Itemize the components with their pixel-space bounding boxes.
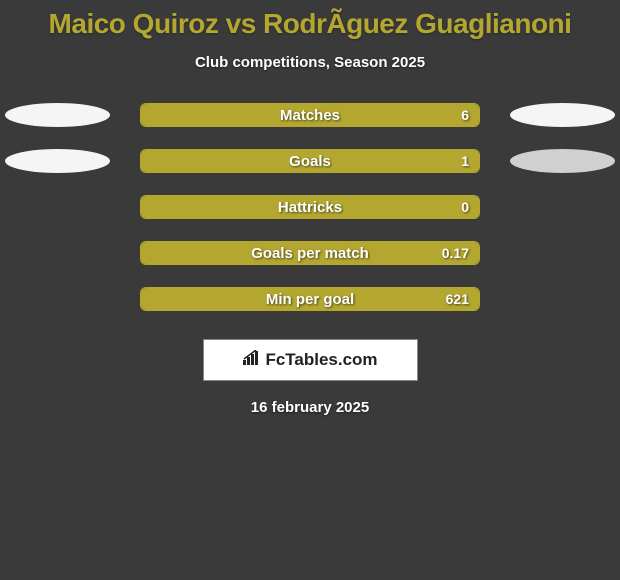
stat-bar: Min per goal621	[140, 287, 480, 311]
stat-value: 0.17	[442, 242, 469, 264]
player-left-indicator	[5, 103, 110, 127]
stat-rows: Matches6Goals1Hattricks0Goals per match0…	[0, 103, 620, 311]
stat-row: Goals1	[0, 149, 620, 173]
logo: FcTables.com	[242, 350, 377, 371]
player-right-indicator	[510, 103, 615, 127]
stat-label: Goals per match	[141, 242, 479, 264]
logo-box[interactable]: FcTables.com	[203, 339, 418, 381]
stat-value: 6	[461, 104, 469, 126]
stat-bar: Goals1	[140, 149, 480, 173]
stat-bar: Hattricks0	[140, 195, 480, 219]
stat-bar: Goals per match0.17	[140, 241, 480, 265]
logo-text: FcTables.com	[265, 350, 377, 370]
player-left-indicator	[5, 149, 110, 173]
stat-value: 1	[461, 150, 469, 172]
stat-label: Matches	[141, 104, 479, 126]
subtitle: Club competitions, Season 2025	[0, 54, 620, 71]
stat-label: Hattricks	[141, 196, 479, 218]
stat-row: Matches6	[0, 103, 620, 127]
stat-row: Goals per match0.17	[0, 241, 620, 265]
page-title: Maico Quiroz vs RodrÃ­guez Guaglianoni	[0, 8, 620, 40]
stat-value: 621	[446, 288, 469, 310]
date: 16 february 2025	[0, 399, 620, 416]
stat-label: Min per goal	[141, 288, 479, 310]
chart-icon	[242, 350, 262, 371]
comparison-infographic: Maico Quiroz vs RodrÃ­guez Guaglianoni C…	[0, 0, 620, 416]
stat-row: Hattricks0	[0, 195, 620, 219]
stat-label: Goals	[141, 150, 479, 172]
player-right-indicator	[510, 149, 615, 173]
stat-value: 0	[461, 196, 469, 218]
stat-bar: Matches6	[140, 103, 480, 127]
stat-row: Min per goal621	[0, 287, 620, 311]
